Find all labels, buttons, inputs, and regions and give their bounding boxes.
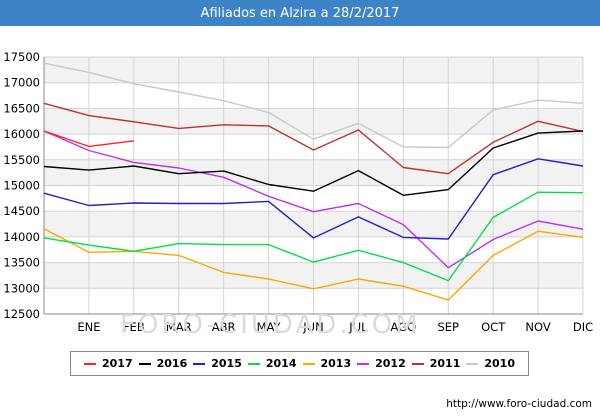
legend-label: 2014 (265, 357, 297, 370)
x-tick-label: MAY (257, 320, 282, 334)
x-tick-label: NOV (525, 320, 550, 334)
legend-label: 2016 (156, 357, 188, 370)
source-url: http://www.foro-ciudad.com (446, 398, 592, 410)
legend-swatch (466, 362, 479, 365)
legend-label: 2011 (429, 357, 461, 370)
legend-label: 2010 (484, 357, 515, 370)
y-tick-label: 16500 (3, 101, 40, 115)
x-tick-label: JUL (348, 320, 368, 334)
chart-title: Afiliados en Alzira a 28/2/2017 (0, 0, 600, 26)
y-tick-label: 13500 (3, 256, 40, 270)
legend-swatch (302, 362, 315, 365)
legend-item-2012: 2012 (357, 357, 406, 370)
y-tick-label: 14000 (3, 230, 40, 244)
legend-swatch (411, 362, 424, 365)
y-tick-label: 15500 (3, 153, 40, 167)
x-tick-label: OCT (481, 320, 506, 334)
y-tick-label: 17500 (3, 50, 40, 64)
watermark-text: FORO-CIUDAD.COM (120, 310, 421, 340)
legend-item-2017: 2017 (84, 357, 133, 370)
x-tick-label: FEB (123, 320, 145, 334)
series-line-2016 (43, 130, 584, 197)
x-tick-label: ABR (212, 320, 236, 334)
legend-item-2015: 2015 (193, 357, 242, 370)
series-line-2014 (43, 191, 584, 282)
legend: 2017 2016 2015 2014 2013 2012 2011 2010 (70, 351, 529, 376)
series-line-2017 (43, 130, 134, 148)
x-tick-label: MAR (166, 320, 192, 334)
legend-item-2011: 2011 (411, 357, 461, 370)
y-tick-label: 15000 (3, 179, 40, 193)
legend-swatch (84, 362, 96, 365)
legend-swatch (357, 362, 370, 365)
y-tick-label: 14500 (3, 204, 40, 218)
x-tick-label: SEP (437, 320, 459, 334)
y-tick-label: 17000 (3, 76, 40, 90)
line-chart: 12500 13000 13500 14000 14500 15000 15500 16000… (3, 50, 593, 334)
legend-swatch (138, 362, 151, 365)
legend-swatch (193, 362, 206, 365)
legend-item-2014: 2014 (247, 357, 297, 370)
x-tick-label: DIC (573, 320, 593, 334)
legend-swatch (247, 362, 260, 365)
y-tick-label: 13000 (3, 281, 40, 295)
legend-item-2013: 2013 (302, 357, 352, 370)
legend-label: 2017 (102, 357, 133, 370)
legend-label: 2012 (375, 357, 406, 370)
legend-label: 2013 (320, 357, 352, 370)
x-tick-label: JUN (302, 320, 323, 334)
legend-label: 2015 (211, 357, 242, 370)
x-tick-label: ENE (77, 320, 100, 334)
y-tick-label: 12500 (3, 307, 40, 321)
series-line-2015 (43, 158, 584, 240)
y-tick-label: 16000 (3, 127, 40, 141)
series-line-2012 (43, 130, 584, 269)
x-tick-label: AGO (391, 320, 417, 334)
series-line-2010 (43, 62, 584, 149)
series-line-2011 (43, 102, 584, 175)
legend-item-2016: 2016 (138, 357, 188, 370)
legend-item-2010: 2010 (466, 357, 515, 370)
